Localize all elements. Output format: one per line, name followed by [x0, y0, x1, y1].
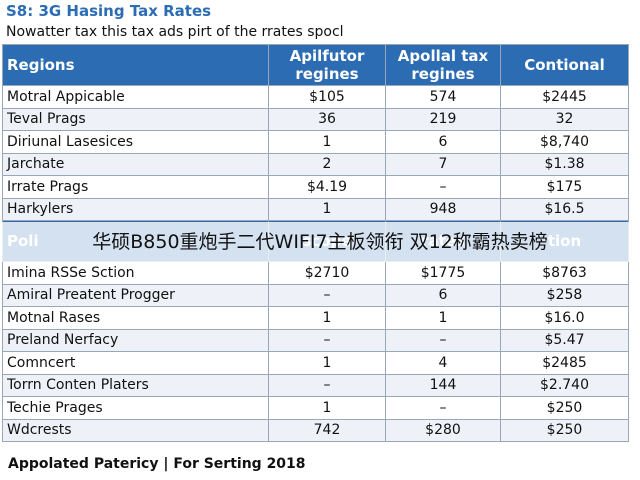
table-cell: Jarchate [2, 152, 269, 176]
table-cell: Irrate Prags [2, 175, 269, 199]
table-row: Teval Prags 36 219 32 [2, 107, 629, 131]
table-cell: – [385, 328, 501, 352]
table-cell: 1 [268, 130, 386, 154]
table-row: Motnal Rases 1 1 $16.0 [2, 306, 629, 330]
table-cell: $2445 [500, 85, 629, 109]
table-cell: Motral Appicable [2, 85, 269, 109]
table-cell: $175 [500, 175, 629, 199]
table-cell: $2485 [500, 351, 629, 375]
table-cell: 6 [385, 130, 501, 154]
table-row: Irrate Prags $4.19– $175 [2, 175, 629, 199]
footer: Appolated Patericy | For Serting 2018 [8, 456, 306, 472]
table-cell: Torrn Conten Platers [2, 373, 269, 397]
table-cell: 6 [385, 283, 501, 307]
table-cell: 32 [500, 107, 629, 131]
table-cell: $1775 [385, 261, 501, 285]
table-cell: Motnal Rases [2, 306, 269, 330]
table-cell: Imina RSSe Sction [2, 261, 269, 285]
table-cell: – [268, 373, 386, 397]
table-cell: Teval Prags [2, 107, 269, 131]
table-cell: 1 [268, 396, 386, 420]
header-cell: Apilfutor regines [268, 44, 386, 86]
table-cell: 4 [385, 351, 501, 375]
subtitle: Nowatter tax this tax ads pirt of the rr… [6, 24, 344, 40]
table-cell: – [385, 396, 501, 420]
header-cell: Contional [500, 44, 629, 86]
table-cell: – [268, 328, 386, 352]
table-row: Imina RSSe Sction $2710 $1775 $8763 [2, 261, 629, 285]
table-cell: $2.740 [500, 373, 629, 397]
table-cell: 144 [385, 373, 501, 397]
header-cell: Apollal tax regines [385, 44, 501, 86]
table-cell: $8763 [500, 261, 629, 285]
table-cell: $5.47 [500, 328, 629, 352]
table-cell: $280 [385, 418, 501, 442]
header-cell: Regions [2, 44, 269, 86]
overlay-banner: 华硕B850重炮手二代WIFI7主板领衔 双12称霸热卖榜 [0, 222, 640, 262]
table-cell: 7 [385, 152, 501, 176]
table-cell: – [385, 175, 501, 199]
table-cell: 2 [268, 152, 386, 176]
table-row: Wdcrests 742 $280 $250 [2, 418, 629, 442]
table-cell: 1 [268, 197, 386, 221]
header-row: Regions Apilfutor regines Apollal tax regi… [2, 44, 629, 86]
table-cell: Comncert [2, 351, 269, 375]
table-row: Harkylers 1 948 $16.5 [2, 197, 629, 221]
table-cell: $16.0 [500, 306, 629, 330]
table-cell: Techie Prages [2, 396, 269, 420]
table-cell: Wdcrests [2, 418, 269, 442]
table-cell: 1 [268, 306, 386, 330]
table-cell: 948 [385, 197, 501, 221]
table-row: Jarchate 2 7 $1.38 [2, 152, 629, 176]
table-cell: $8,740 [500, 130, 629, 154]
table-cell: Preland Nerfacy [2, 328, 269, 352]
table-cell: 219 [385, 107, 501, 131]
table-row: Diriunal Lasesices 1 6 $8,740 [2, 130, 629, 154]
table-cell: $250 [500, 396, 629, 420]
table-cell: Harkylers [2, 197, 269, 221]
table-cell: $258 [500, 283, 629, 307]
table-cell: – [268, 283, 386, 307]
table-cell: $16.5 [500, 197, 629, 221]
table-row: Motral Appicable $105 574 $2445 [2, 85, 629, 109]
table-cell: 742 [268, 418, 386, 442]
table-cell: $4.19 [268, 175, 386, 199]
table-row: Comncert 1 4 $2485 [2, 351, 629, 375]
table-row: Preland Nerfacy – – $5.47 [2, 328, 629, 352]
table-cell: 36 [268, 107, 386, 131]
table-cell: 1 [385, 306, 501, 330]
table-cell: $105 [268, 85, 386, 109]
table-row: Techie Prages 1– $250 [2, 396, 629, 420]
table-cell: $1.38 [500, 152, 629, 176]
table-row: Amiral Preatent Progger –6 $258 [2, 283, 629, 307]
table-cell: $2710 [268, 261, 386, 285]
title: S8: 3G Hasing Tax Rates [6, 2, 212, 20]
table-cell: Diriunal Lasesices [2, 130, 269, 154]
table-cell: Amiral Preatent Progger [2, 283, 269, 307]
table-cell: $250 [500, 418, 629, 442]
table-cell: 574 [385, 85, 501, 109]
table-row: Torrn Conten Platers –144 $2.740 [2, 373, 629, 397]
table-cell: 1 [268, 351, 386, 375]
